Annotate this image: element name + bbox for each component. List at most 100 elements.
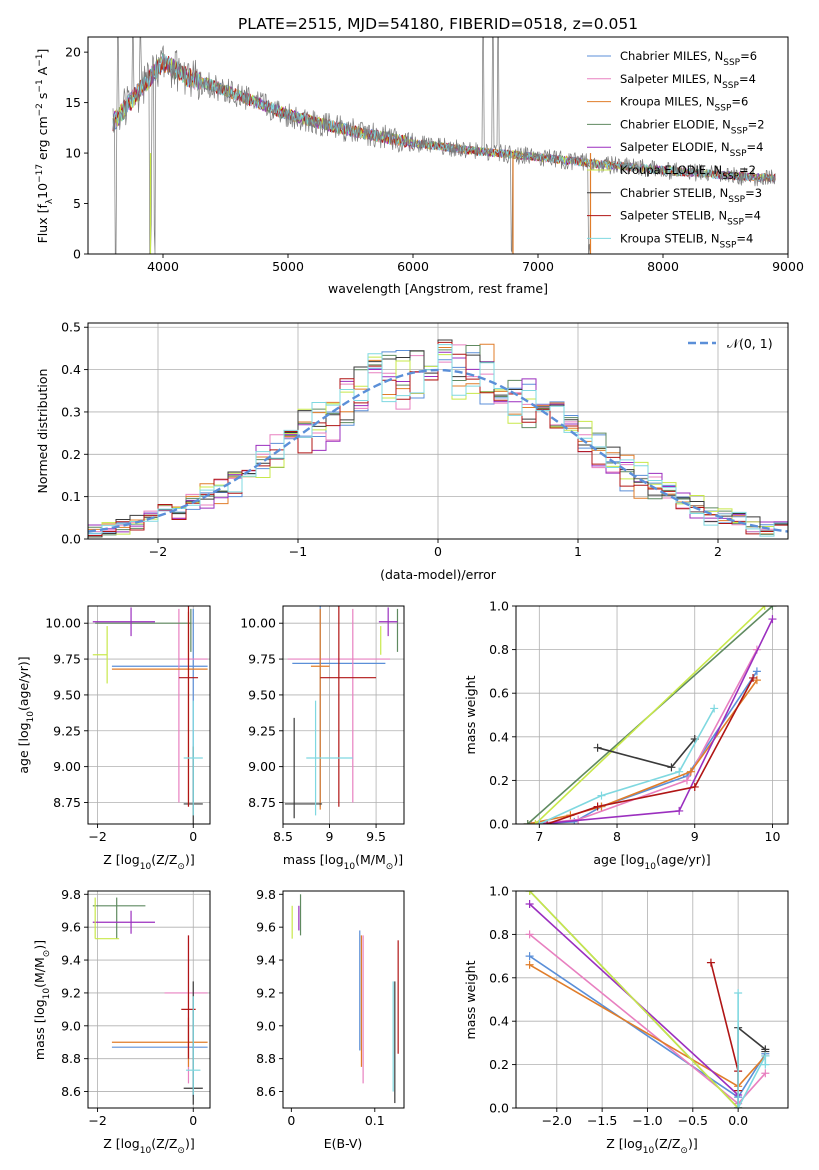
plot-area — [523, 606, 777, 824]
legend-entry: Salpeter MILES, NSSP=4 — [620, 72, 756, 91]
x-tick-label: 0 — [189, 829, 197, 844]
label-part: Salpeter MILES, N — [620, 72, 722, 86]
label-part: ⊙ — [680, 1146, 688, 1156]
label-part: ⊙ — [386, 862, 394, 872]
x-tick-label: 1 — [574, 544, 582, 559]
weight-marker — [675, 767, 684, 776]
y-tick-label: 9.6 — [256, 920, 276, 935]
x-tick-label: 0.1 — [365, 1113, 385, 1128]
weight-line — [737, 992, 767, 1108]
mass-vs-ebv-panel: 0 0.1 8.6 8.8 9.0 9.2 9.4 9.6 9.8 E(B-V) — [256, 887, 405, 1151]
y-tick-label: 15 — [65, 95, 81, 110]
weight-marker — [597, 791, 606, 800]
label-part: =4 — [747, 140, 764, 154]
x-tick-label: −1.5 — [587, 1113, 617, 1128]
y-tick-label: 0.0 — [489, 817, 509, 832]
y-tick-label: 0.8 — [489, 927, 509, 942]
plot-area — [284, 606, 399, 819]
y-tick-label: 9.75 — [53, 652, 81, 667]
label-part: (Z/Z — [151, 852, 177, 867]
y-tick-label: 0.6 — [489, 686, 509, 701]
y-axis-label: Flux [fλ10−17 erg cm−2 s−1 A−1] — [35, 49, 55, 244]
label-part: SSP — [731, 126, 748, 136]
weight-line — [737, 1026, 767, 1108]
y-tick-label: 0.3 — [61, 404, 81, 419]
x-tick-label: 9 — [326, 829, 334, 844]
weight-marker — [690, 782, 699, 791]
x-tick-label: −0.5 — [678, 1113, 708, 1128]
y-axis-label: mass [log10(M/M⊙)] — [32, 940, 52, 1060]
label-part: s — [35, 93, 50, 104]
y-tick-label: 9.0 — [61, 1018, 81, 1033]
y-tick-label: 0.2 — [61, 447, 81, 462]
label-part: =3 — [745, 186, 762, 200]
label-part: mass [log — [32, 999, 47, 1060]
x-tick-label: 2 — [714, 544, 722, 559]
axes-frame — [87, 36, 789, 255]
histogram-step — [88, 344, 788, 539]
label-part: =4 — [739, 72, 756, 86]
y-tick-label: 9.25 — [53, 723, 81, 738]
x-tick-label: 8000 — [647, 259, 679, 274]
label-part: )] — [688, 1136, 698, 1151]
label-part: λ — [45, 198, 55, 204]
y-tick-label: 9.8 — [61, 887, 81, 902]
y-tick-label: 0.0 — [61, 532, 81, 547]
y-tick-label: 9.4 — [256, 953, 276, 968]
legend-entry: Kroupa MILES, NSSP=6 — [620, 95, 748, 114]
label-part: −17 — [35, 164, 45, 183]
plot-area — [525, 891, 770, 1108]
label-part: ] — [35, 49, 50, 54]
y-tick-label: 8.75 — [248, 795, 276, 810]
y-tick-label: 0.0 — [489, 1101, 509, 1116]
weight-marker — [686, 767, 695, 776]
age-vs-mass-panel: 8.5 9 9.5 8.75 9.00 9.25 9.50 9.75 10.00 mass [lo… — [240, 605, 405, 872]
weight-marker — [531, 820, 540, 824]
weight-marker — [752, 667, 761, 676]
normal-curve — [88, 368, 788, 533]
axes-frame — [282, 890, 405, 1109]
label-part: erg cm — [35, 116, 50, 164]
legend-entry: Salpeter ELODIE, NSSP=4 — [620, 140, 763, 159]
weight-marker — [682, 776, 691, 785]
y-tick-label: 0.6 — [489, 970, 509, 985]
weight-line — [534, 606, 766, 824]
label-part: =6 — [740, 49, 757, 63]
weight-marker — [525, 960, 534, 969]
axes-frame — [515, 605, 789, 825]
weight-marker — [525, 930, 534, 939]
weight-marker — [525, 900, 534, 909]
label-part: ⊙ — [177, 1146, 185, 1156]
weight-line — [538, 708, 715, 824]
legend-entry: Chabrier MILES, NSSP=6 — [620, 49, 757, 68]
legend-entry: Chabrier STELIB, NSSP=3 — [620, 186, 762, 205]
weight-line — [710, 962, 739, 1091]
x-tick-label: −2.0 — [542, 1113, 572, 1128]
weight-line — [527, 670, 758, 824]
y-tick-label: 0 — [73, 247, 81, 262]
label-part: SSP — [722, 172, 739, 182]
y-axis-label: age [log10(age/yr)] — [16, 656, 36, 773]
label-part: )] — [185, 852, 195, 867]
y-tick-label: 0.4 — [489, 729, 509, 744]
label-part: 10 — [35, 183, 50, 199]
y-axis-label: mass weight — [463, 675, 478, 754]
label-part: Salpeter STELIB, N — [620, 209, 727, 223]
y-tick-label: 0.5 — [61, 320, 81, 335]
label-part: SSP — [715, 104, 732, 114]
x-tick-label: 7 — [535, 829, 543, 844]
label-part: Chabrier STELIB, N — [620, 186, 728, 200]
weight-marker — [768, 615, 777, 624]
label-part: 10 — [140, 1146, 152, 1156]
y-tick-label: 0.2 — [489, 773, 509, 788]
label-part: SSP — [728, 195, 745, 205]
weight-line — [597, 738, 696, 769]
weight-marker — [675, 806, 684, 815]
label-part: ⊙ — [177, 862, 185, 872]
y-tick-label: 9.8 — [256, 887, 276, 902]
label-part: )] — [32, 940, 47, 950]
y-tick-label: 9.00 — [53, 759, 81, 774]
x-tick-label: 7000 — [522, 259, 554, 274]
